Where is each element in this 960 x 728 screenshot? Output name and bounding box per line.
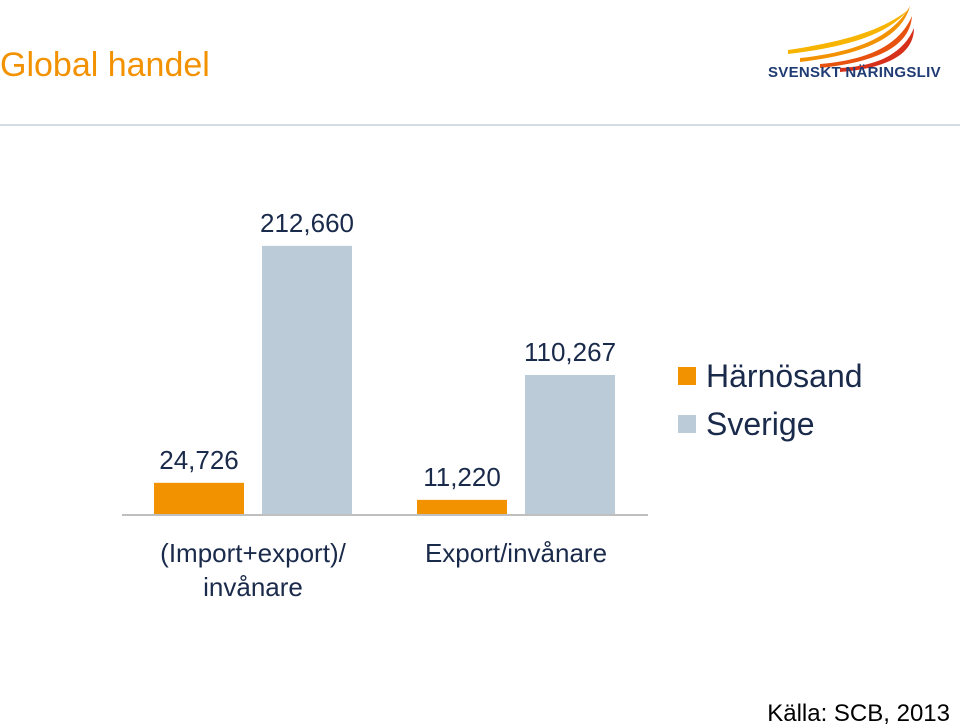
- bar-sverige-1: [525, 374, 615, 514]
- legend-item-sverige: Sverige: [678, 400, 863, 448]
- bar-härnösand-0: [154, 482, 244, 514]
- legend-label-sverige: Sverige: [706, 405, 815, 442]
- legend-item-harnosand: Härnösand: [678, 352, 863, 400]
- header-divider: [0, 124, 960, 126]
- bar-härnösand-1: [417, 499, 507, 514]
- page-title: Global handel: [0, 46, 210, 84]
- legend-label-harnosand: Härnösand: [706, 357, 863, 394]
- category-label-1-line-0: Export/invånare: [425, 538, 607, 568]
- category-label-0-line-1: invånare: [203, 572, 303, 602]
- data-label-härnösand-0: 24,726: [159, 445, 239, 475]
- logo-wings-icon: [788, 6, 914, 72]
- data-label-sverige-0: 212,660: [260, 208, 354, 238]
- bar-sverige-0: [262, 245, 352, 515]
- logo-text: SVENSKT NÄRINGSLIV: [768, 64, 941, 81]
- data-label-sverige-1: 110,267: [524, 337, 616, 367]
- chart-legend: Härnösand Sverige: [678, 352, 863, 448]
- legend-swatch-harnosand: [678, 367, 696, 385]
- category-label-0-line-0: (Import+export)/: [160, 538, 346, 568]
- source-note: Källa: SCB, 2013: [767, 700, 950, 727]
- legend-swatch-sverige: [678, 415, 696, 433]
- data-label-härnösand-1: 11,220: [423, 462, 501, 492]
